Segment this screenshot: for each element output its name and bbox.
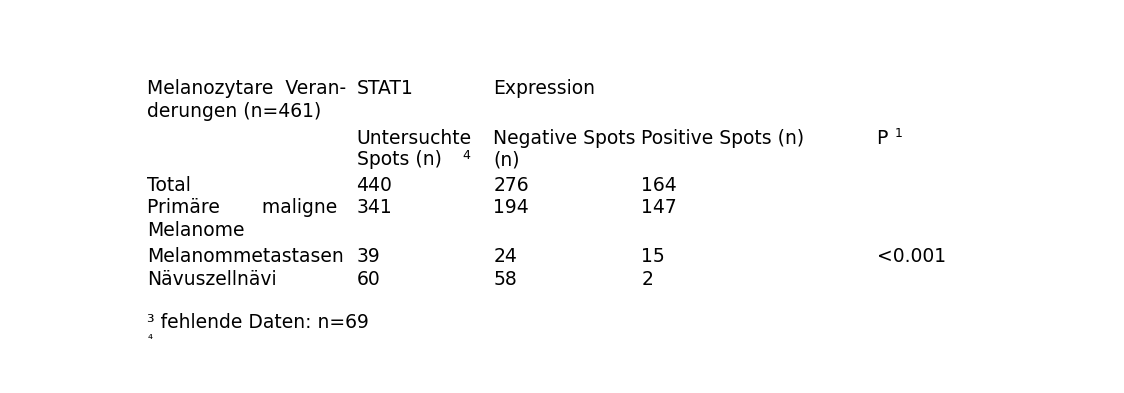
Text: 58: 58: [493, 270, 517, 288]
Text: 39: 39: [356, 247, 380, 266]
Text: Total: Total: [147, 176, 191, 195]
Text: 341: 341: [356, 198, 392, 217]
Text: 164: 164: [642, 176, 677, 195]
Text: Spots (n): Spots (n): [356, 150, 442, 169]
Text: Expression: Expression: [493, 79, 596, 98]
Text: 276: 276: [493, 176, 529, 195]
Text: ³ fehlende Daten: n=69: ³ fehlende Daten: n=69: [147, 314, 370, 332]
Text: STAT1: STAT1: [356, 79, 414, 98]
Text: 60: 60: [356, 270, 380, 288]
Text: Positive Spots (n): Positive Spots (n): [642, 129, 805, 148]
Text: Melanozytare  Veran-: Melanozytare Veran-: [147, 79, 346, 98]
Text: Untersuchte: Untersuchte: [356, 129, 472, 148]
Text: 4: 4: [462, 149, 470, 162]
Text: 15: 15: [642, 247, 665, 266]
Text: <0.001: <0.001: [877, 247, 945, 266]
Text: Melanommetastasen: Melanommetastasen: [147, 247, 344, 266]
Text: P: P: [877, 129, 888, 148]
Text: (n): (n): [493, 150, 519, 169]
Text: Primäre       maligne: Primäre maligne: [147, 198, 337, 217]
Text: 2: 2: [642, 270, 653, 288]
Text: derungen (n=461): derungen (n=461): [147, 102, 321, 121]
Text: 147: 147: [642, 198, 677, 217]
Text: 24: 24: [493, 247, 517, 266]
Text: 194: 194: [493, 198, 529, 217]
Text: Melanome: Melanome: [147, 221, 245, 240]
Text: Negative Spots: Negative Spots: [493, 129, 636, 148]
Text: 1: 1: [895, 127, 903, 140]
Text: ⁴: ⁴: [147, 333, 153, 346]
Text: 440: 440: [356, 176, 392, 195]
Text: Nävuszellnävi: Nävuszellnävi: [147, 270, 278, 288]
